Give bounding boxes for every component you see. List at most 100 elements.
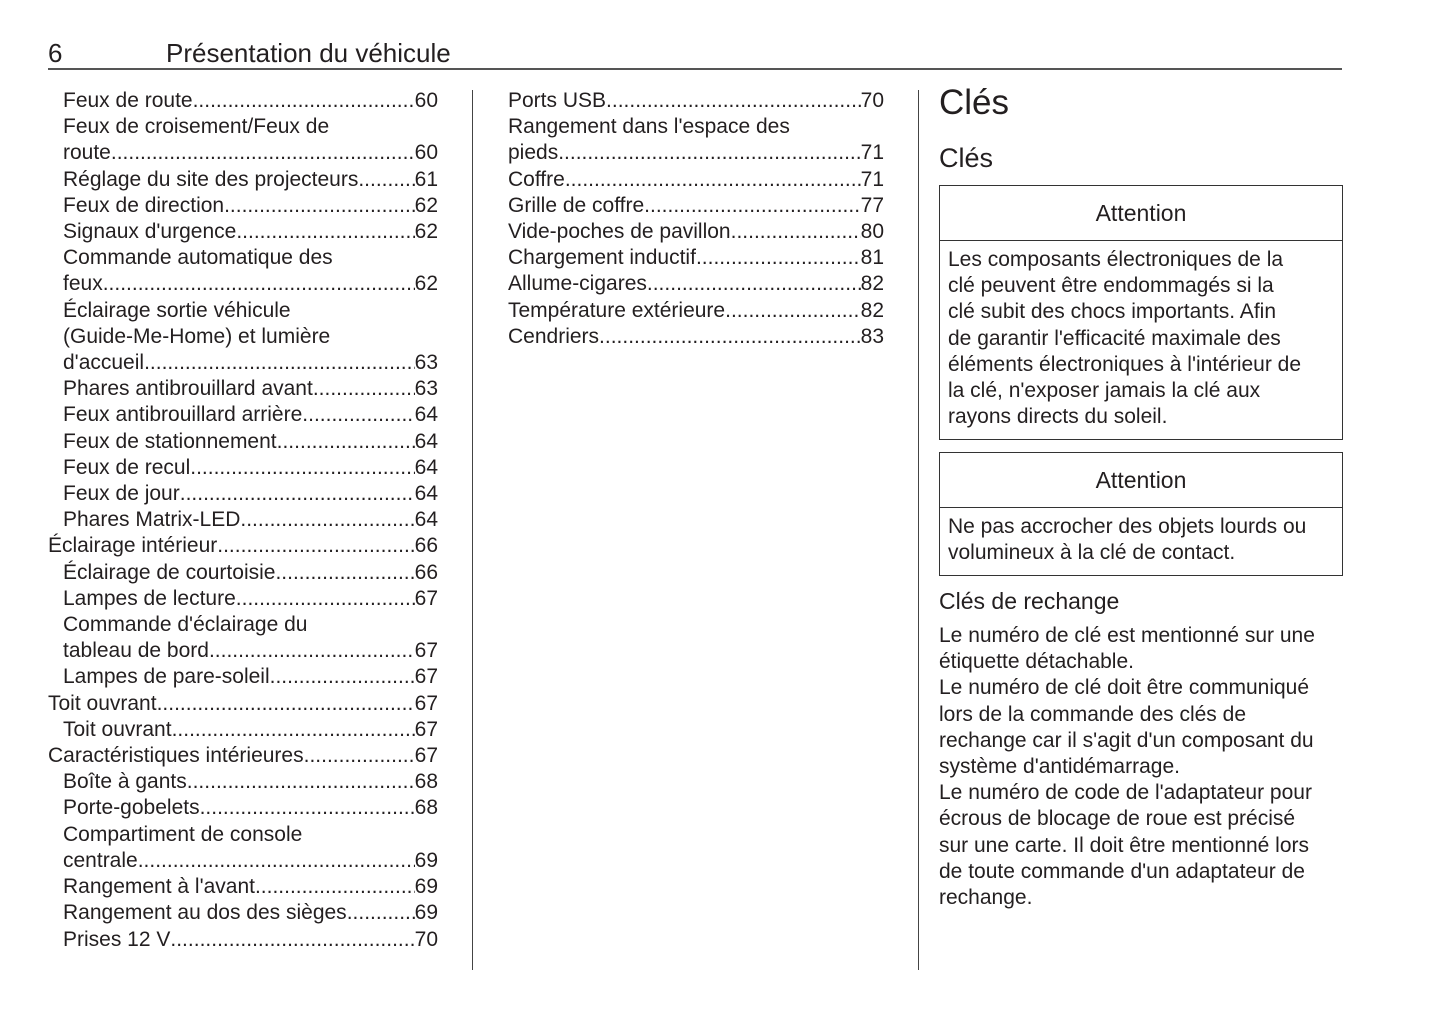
toc-entry[interactable]: Chargement inductif 81 xyxy=(508,245,884,271)
toc-entry[interactable]: Éclairage sortie véhicule (Guide-Me-Home)… xyxy=(48,298,438,377)
text-line: éléments électroniques à l'intérieur de xyxy=(948,352,1302,376)
toc-entry-label: Éclairage sortie véhicule xyxy=(63,298,291,322)
toc-entry[interactable]: Porte-gobelets 68 xyxy=(48,795,438,821)
toc-entry-label: tableau de bord xyxy=(63,639,209,663)
dot-leader xyxy=(236,219,414,245)
toc-entry[interactable]: Coffre 71 xyxy=(508,167,884,193)
toc-entry-row: d'accueil 63 xyxy=(63,350,438,376)
toc-entry[interactable]: Toit ouvrant 67 xyxy=(48,691,438,717)
toc-entry-row: tableau de bord 67 xyxy=(63,638,438,664)
toc-entry[interactable]: Éclairage de courtoisie 66 xyxy=(48,560,438,586)
toc-entry-label: Allume-cigares xyxy=(508,272,647,296)
dot-leader xyxy=(565,167,861,193)
toc-entry[interactable]: Phares antibrouillard avant 63 xyxy=(48,376,438,402)
dot-leader xyxy=(240,507,414,533)
text-line: Ne pas accrocher des objets lourds ou xyxy=(948,515,1307,538)
text-line: rayons directs du soleil. xyxy=(948,405,1168,429)
text-line: sur une carte. Il doit être mentionné lo… xyxy=(939,833,1310,857)
toc-entry[interactable]: Feux de recul 64 xyxy=(48,455,438,481)
toc-entry[interactable]: Feux de direction 62 xyxy=(48,193,438,219)
toc-entry[interactable]: Caractéristiques intérieures 67 xyxy=(48,743,438,769)
toc-entry[interactable]: Boîte à gants 68 xyxy=(48,769,438,795)
toc-entry[interactable]: Prises 12 V 70 xyxy=(48,927,438,953)
dot-leader xyxy=(144,350,415,376)
dot-leader xyxy=(275,560,414,586)
attention-heading: Attention xyxy=(940,453,1342,508)
toc-entry-row: Grille de coffre 77 xyxy=(508,193,884,219)
toc-entry[interactable]: Ports USB 70 xyxy=(508,88,884,114)
toc-entry[interactable]: Réglage du site des projecteurs 61 xyxy=(48,167,438,193)
attention-box: Attention Ne pas accrocher des objets lo… xyxy=(939,452,1343,577)
toc-entry-label: Vide-poches de pavillon xyxy=(508,220,731,244)
dot-leader xyxy=(313,376,415,402)
toc-page-number: 61 xyxy=(414,167,438,191)
dot-leader xyxy=(172,717,415,743)
toc-entry-row: Feux de jour 64 xyxy=(63,481,438,507)
toc-page-number: 77 xyxy=(860,193,884,217)
toc-entry-row: Signaux d'urgence 62 xyxy=(63,219,438,245)
toc-page-number: 64 xyxy=(414,429,438,453)
toc-entry-label: Feux de stationnement xyxy=(63,429,277,453)
toc-entry[interactable]: Lampes de lecture 67 xyxy=(48,586,438,612)
toc-entry[interactable]: Feux de stationnement 64 xyxy=(48,429,438,455)
toc-entry-row: Rangement au dos des sièges 69 xyxy=(63,900,438,926)
toc-page-number: 67 xyxy=(414,586,438,610)
toc-page-number: 82 xyxy=(860,298,884,322)
toc-column-1: Feux de route60Feux de croisement/Feux d… xyxy=(48,88,438,953)
toc-entry[interactable]: Toit ouvrant 67 xyxy=(48,717,438,743)
dot-leader xyxy=(111,140,415,166)
toc-entry-row: Éclairage intérieur 66 xyxy=(48,533,438,559)
text-line: de garantir l'efficacité maximale des xyxy=(948,326,1281,350)
text-line: étiquette détachable. xyxy=(939,650,1134,674)
toc-entry[interactable]: Éclairage intérieur 66 xyxy=(48,533,438,559)
toc-entry-row: Feux de direction 62 xyxy=(63,193,438,219)
toc-page-number: 70 xyxy=(414,927,438,951)
section-title: Clés xyxy=(939,83,1010,122)
toc-entry-label: Ports USB xyxy=(508,89,607,112)
toc-entry[interactable]: Rangement à l'avant 69 xyxy=(48,874,438,900)
toc-entry[interactable]: Cendriers 83 xyxy=(508,324,884,350)
text-line: clé subit des chocs importants. Afin xyxy=(948,300,1276,324)
toc-entry-label: Feux antibrouillard arrière xyxy=(63,403,303,427)
toc-entry[interactable]: Rangement au dos des sièges 69 xyxy=(48,900,438,926)
toc-entry-label: Commande d'éclairage du xyxy=(63,613,308,637)
toc-entry[interactable]: Feux de jour 64 xyxy=(48,481,438,507)
dot-leader xyxy=(170,927,414,953)
attention-text: Ne pas accrocher des objets lourds ou vol… xyxy=(940,508,1342,575)
dot-leader xyxy=(270,664,415,690)
text-line: Le numéro de code de l'adaptateur pour xyxy=(939,781,1312,805)
toc-entry[interactable]: Température extérieure 82 xyxy=(508,298,884,324)
toc-entry[interactable]: Signaux d'urgence 62 xyxy=(48,219,438,245)
toc-entry-row: Feux antibrouillard arrière 64 xyxy=(63,402,438,428)
text-line: la clé, n'exposer jamais la clé aux xyxy=(948,379,1261,403)
toc-entry-label: Feux de jour xyxy=(63,482,180,506)
toc-entry[interactable]: Feux antibrouillard arrière 64 xyxy=(48,402,438,428)
dot-leader xyxy=(138,848,415,874)
dot-leader xyxy=(200,795,415,821)
toc-entry-row: Rangement à l'avant 69 xyxy=(63,874,438,900)
toc-page-number: 60 xyxy=(414,89,438,112)
toc-entry[interactable]: Vide-poches de pavillon 80 xyxy=(508,219,884,245)
toc-entry[interactable]: Allume-cigares 82 xyxy=(508,271,884,297)
toc-entry-row: pieds 71 xyxy=(508,140,884,166)
toc-page-number: 60 xyxy=(414,141,438,165)
dot-leader xyxy=(103,271,415,297)
toc-entry-label: feux xyxy=(63,272,103,296)
toc-entry-label: d'accueil xyxy=(63,351,145,375)
toc-entry-label: pieds xyxy=(508,141,559,165)
dot-leader xyxy=(224,193,415,219)
toc-entry[interactable]: Grille de coffre 77 xyxy=(508,193,884,219)
header-rule xyxy=(48,68,1342,70)
toc-page-number: 62 xyxy=(414,220,438,244)
toc-entry[interactable]: Lampes de pare-soleil 67 xyxy=(48,664,438,690)
toc-entry-label: Boîte à gants xyxy=(63,770,187,794)
toc-page-number: 82 xyxy=(860,272,884,296)
toc-entry[interactable]: Feux de route 60 xyxy=(48,88,438,114)
toc-entry[interactable]: Phares Matrix-LED 64 xyxy=(48,507,438,533)
toc-entry-label: centrale xyxy=(63,848,138,872)
